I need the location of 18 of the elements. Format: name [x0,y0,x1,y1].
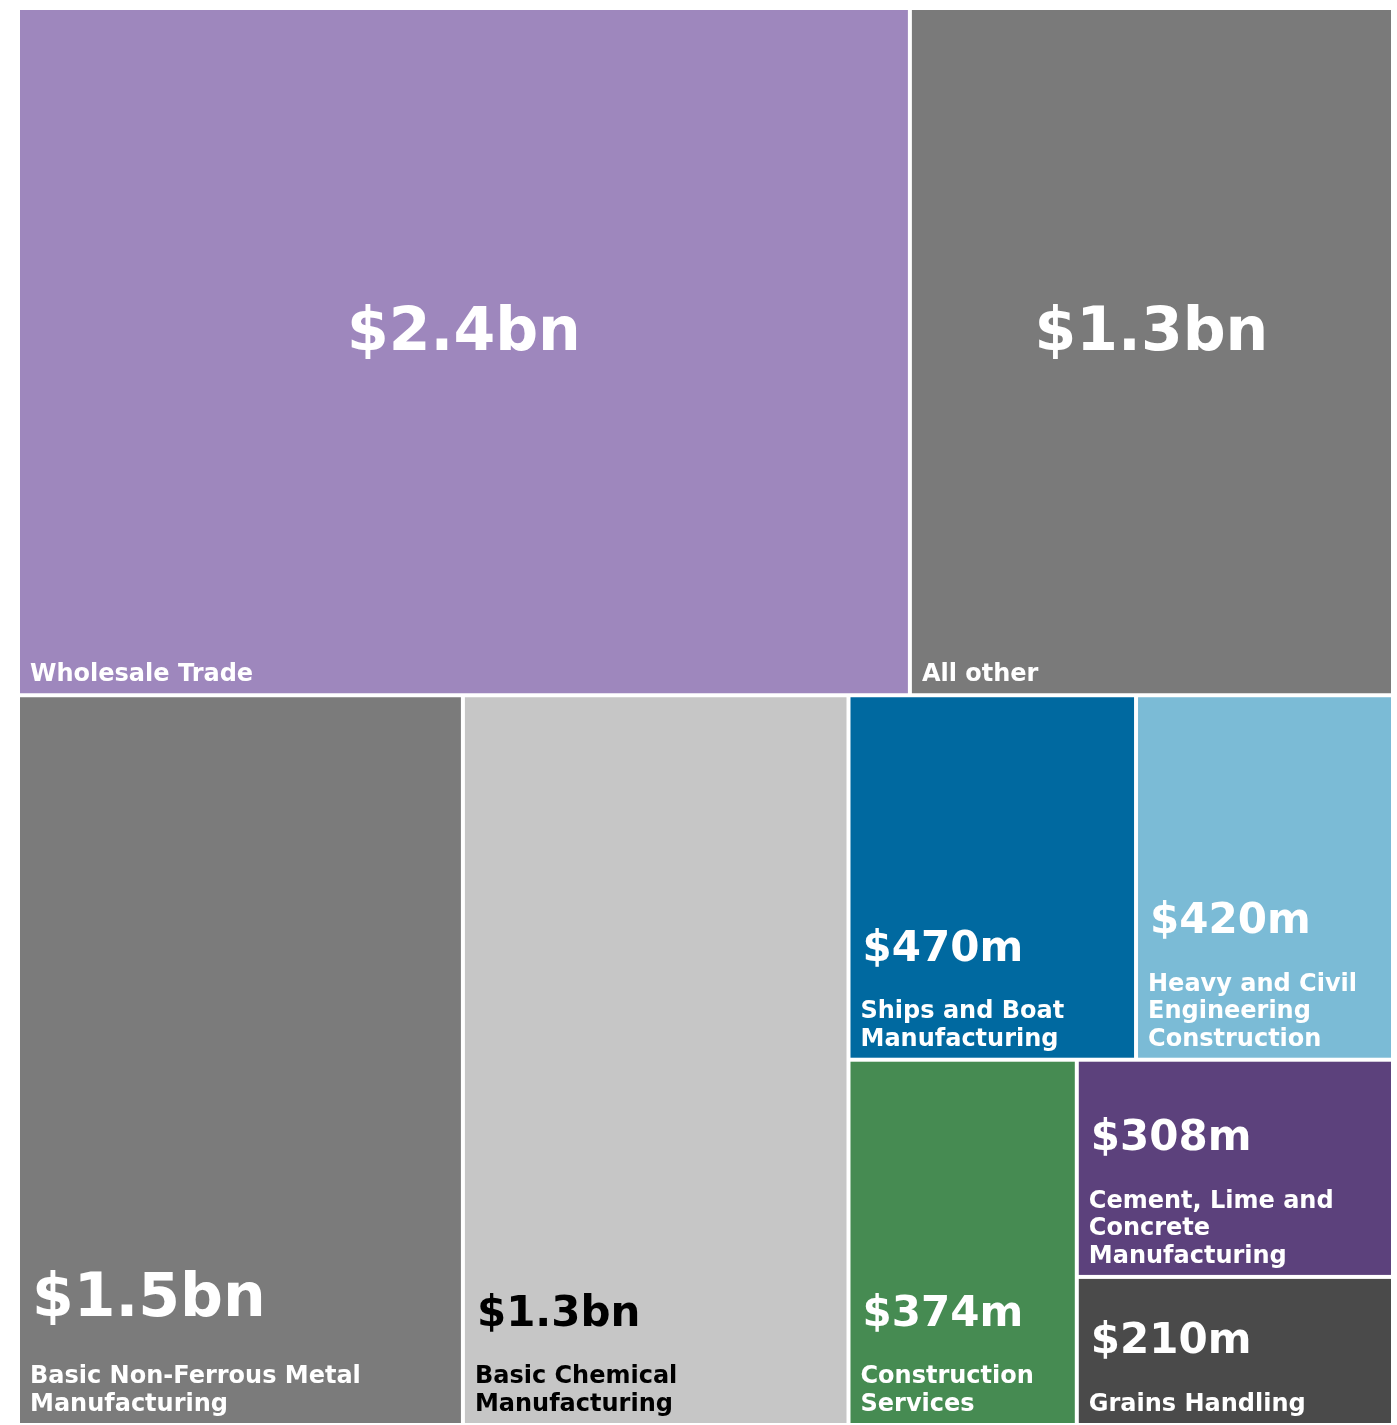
data-label: $374m [862,1286,1024,1336]
category-label: Heavy and Civil Engineering Construction [1148,968,1358,1052]
data-label: $1.3bn [1034,294,1269,364]
category-label: Basic Chemical Manufacturing [474,1361,678,1417]
category-label: Ships and Boat Manufacturing [860,996,1065,1052]
category-label: Wholesale Trade [30,659,254,688]
category-label: Grains Handling [1088,1389,1306,1417]
category-label: Construction Services [860,1361,1034,1417]
category-label: All other [921,659,1039,688]
data-label: $210m [1090,1314,1252,1364]
data-label: $470m [862,921,1024,971]
data-label: $1.5bn [32,1259,266,1330]
category-label: Cement, Lime and Concrete Manufacturing [1088,1185,1334,1269]
data-label: $1.3bn [476,1286,641,1336]
category-label: Basic Non-Ferrous Metal Manufacturing [30,1361,361,1417]
data-label: $2.4bn [347,294,581,364]
data-label: $308m [1090,1111,1252,1161]
data-label: $420m [1150,893,1311,943]
